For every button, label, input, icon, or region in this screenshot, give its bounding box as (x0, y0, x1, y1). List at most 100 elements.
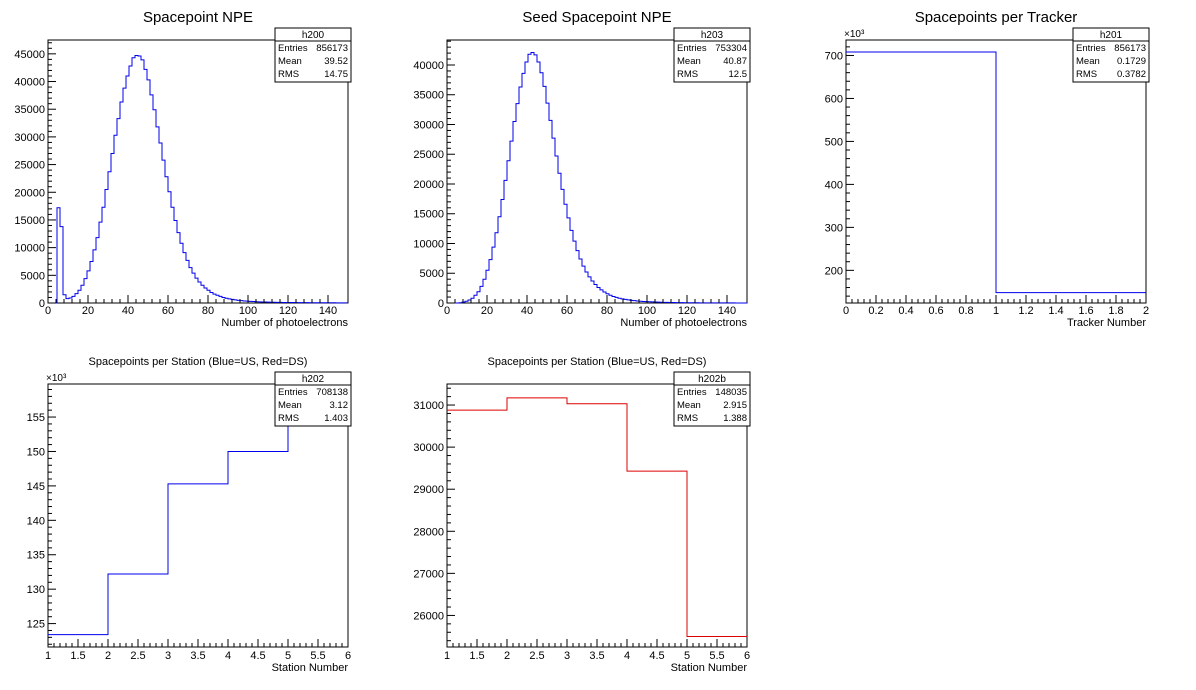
chart-title: Seed Spacepoint NPE (522, 9, 671, 26)
x-axis-label: Station Number (671, 662, 748, 674)
y-tick-label: 30000 (413, 119, 444, 131)
histogram-line (846, 51, 1146, 294)
stats-box: h203 Entries 753304 Mean 40.87 RMS 12.5 (673, 27, 751, 83)
x-tick-label: 100 (239, 305, 257, 317)
plot-frame (47, 39, 349, 304)
y-tick-label: 140 (27, 515, 45, 527)
x-tick-label: 1.5 (70, 650, 85, 662)
histogram-line (447, 51, 747, 304)
histogram-pad-h201: Spacepoints per Tracker 0 0.2 0.4 0.6 0.8 1 1.2… (825, 9, 1150, 329)
stats-box-name: h202 (302, 374, 325, 385)
x-tick-label: 100 (638, 305, 656, 317)
stats-row-value: 148035 (715, 387, 747, 398)
y-tick-label: 25000 (413, 149, 444, 161)
x-tick-label: 2 (504, 650, 510, 662)
y-tick-label: 130 (27, 584, 45, 596)
stats-box: h201 Entries 856173 Mean 0.1729 RMS 0.3782 (1072, 27, 1150, 83)
x-tick-label: 20 (481, 305, 493, 317)
stats-box-frame (673, 27, 751, 83)
stats-box: h202 Entries 708138 Mean 3.12 RMS 1.403 (274, 371, 352, 427)
chart-title: Spacepoints per Station (Blue=US, Red=DS… (488, 356, 707, 368)
x-tick-label: 3 (165, 650, 171, 662)
y-tick-label: 25000 (14, 160, 45, 172)
stats-row-value: 0.3782 (1117, 69, 1146, 80)
y-exponent-label: ×10³ (46, 373, 67, 384)
y-tick-label: 10000 (413, 238, 444, 250)
stats-box-name: h203 (701, 30, 724, 41)
x-axis-label: Tracker Number (1067, 317, 1146, 329)
y-tick-label: 29000 (413, 484, 444, 496)
y-tick-label: 200 (825, 265, 843, 277)
x-tick-label: 2 (105, 650, 111, 662)
x-tick-label: 2 (1143, 305, 1149, 317)
x-tick-label: 1 (993, 305, 999, 317)
stats-row-value: 14.75 (324, 69, 348, 80)
y-tick-label: 28000 (413, 526, 444, 538)
y-tick-label: 30000 (413, 442, 444, 454)
stats-row-value: 40.87 (723, 56, 747, 67)
histogram-pad-h200: Spacepoint NPE 0 20 40 60 80 100 120 140 0 5000 100… (14, 9, 352, 329)
x-tick-label: 6 (345, 650, 351, 662)
y-tick-label: 0 (438, 298, 444, 310)
y-tick-label: 400 (825, 179, 843, 191)
y-tick-label: 300 (825, 222, 843, 234)
plot-frame (446, 39, 748, 304)
x-axis-label: Number of photoelectrons (221, 317, 348, 329)
x-tick-label: 1 (444, 650, 450, 662)
x-tick-label: 60 (162, 305, 174, 317)
x-tick-label: 3 (564, 650, 570, 662)
y-tick-label: 600 (825, 93, 843, 105)
x-tick-label: 5 (684, 650, 690, 662)
stats-box-frame (274, 371, 352, 427)
y-tick-label: 15000 (14, 215, 45, 227)
y-tick-label: 125 (27, 619, 45, 631)
x-tick-label: 1.2 (1018, 305, 1033, 317)
stats-row-key: RMS (677, 413, 698, 424)
x-tick-label: 20 (82, 305, 94, 317)
histogram-line (48, 401, 348, 636)
stats-row-value: 856173 (316, 43, 348, 54)
stats-box-name: h202b (698, 374, 726, 385)
y-tick-label: 30000 (14, 132, 45, 144)
x-tick-label: 5 (285, 650, 291, 662)
stats-box: h202b Entries 148035 Mean 2.915 RMS 1.388 (673, 371, 751, 427)
y-tick-label: 26000 (413, 610, 444, 622)
x-tick-label: 0.4 (898, 305, 913, 317)
y-tick-label: 5000 (420, 268, 444, 280)
stats-row-key: RMS (278, 413, 299, 424)
x-tick-label: 5.5 (709, 650, 724, 662)
x-tick-label: 2.5 (529, 650, 544, 662)
stats-row-key: Entries (677, 387, 707, 398)
stats-row-value: 3.12 (330, 400, 349, 411)
histogram-line (447, 397, 747, 637)
x-axis-label: Number of photoelectrons (620, 317, 747, 329)
stats-box: h200 Entries 856173 Mean 39.52 RMS 14.75 (274, 27, 352, 83)
y-tick-label: 20000 (413, 179, 444, 191)
stats-row-key: Mean (278, 400, 302, 411)
x-tick-label: 0.2 (868, 305, 883, 317)
stats-row-value: 753304 (715, 43, 747, 54)
stats-row-key: Entries (677, 43, 707, 54)
y-tick-label: 45000 (14, 49, 45, 61)
histogram-pad-h202: Spacepoints per Station (Blue=US, Red=DS… (27, 356, 352, 674)
stats-row-key: Mean (677, 56, 701, 67)
stats-box-frame (673, 371, 751, 427)
stats-row-key: RMS (1076, 69, 1097, 80)
x-tick-label: 4 (624, 650, 630, 662)
x-tick-label: 40 (521, 305, 533, 317)
x-tick-label: 0.8 (958, 305, 973, 317)
y-tick-label: 155 (27, 412, 45, 424)
y-tick-label: 40000 (413, 60, 444, 72)
y-tick-label: 135 (27, 550, 45, 562)
chart-title: Spacepoints per Tracker (915, 9, 1078, 26)
y-exponent-label: ×10³ (844, 29, 865, 40)
stats-row-value: 1.403 (324, 413, 348, 424)
x-tick-label: 1.4 (1048, 305, 1063, 317)
stats-row-key: Entries (278, 43, 308, 54)
stats-row-key: RMS (278, 69, 299, 80)
stats-row-key: Entries (1076, 43, 1106, 54)
y-tick-label: 700 (825, 50, 843, 62)
y-tick-label: 500 (825, 136, 843, 148)
x-tick-label: 0 (444, 305, 450, 317)
stats-box-frame (274, 27, 352, 83)
